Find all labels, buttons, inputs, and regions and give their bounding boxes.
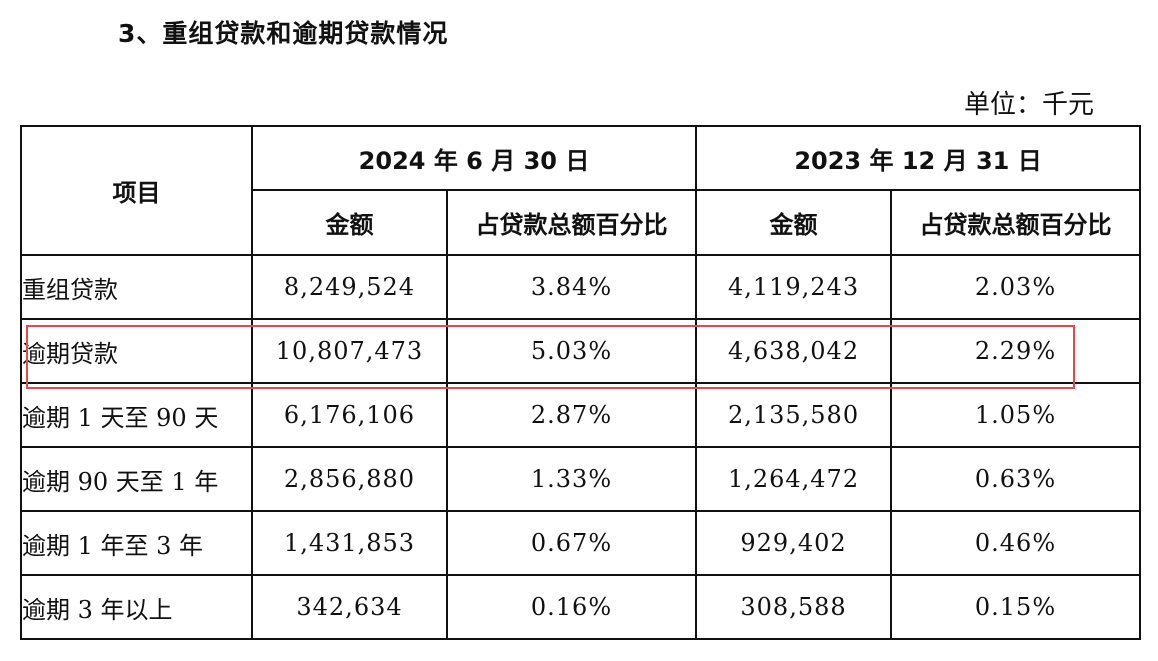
table-row: 逾期 90 天至 1 年 2,856,880 1.33% 1,264,472 0… <box>20 446 1142 512</box>
percent-header-2024: 占贷款总额百分比 <box>445 189 698 256</box>
loan-table: 项目 2024 年 6 月 30 日 2023 年 12 月 31 日 金额 占… <box>20 125 1142 640</box>
header-row-columns: 金额 占贷款总额百分比 金额 占贷款总额百分比 <box>21 189 1142 256</box>
amount-2024: 2,856,880 <box>251 446 448 512</box>
table-row: 逾期 1 天至 90 天 6,176,106 2.87% 2,135,580 1… <box>20 382 1142 448</box>
amount-2024: 8,249,524 <box>251 254 448 320</box>
percent-2024: 0.16% <box>445 574 698 640</box>
header-row-periods: 项目 2024 年 6 月 30 日 2023 年 12 月 31 日 <box>20 125 1142 256</box>
percent-2023: 2.29% <box>890 318 1142 384</box>
percent-2023: 0.15% <box>890 574 1142 640</box>
amount-2023: 929,402 <box>695 510 893 576</box>
amount-2023: 4,119,243 <box>695 254 893 320</box>
section-title: 3、重组贷款和逾期贷款情况 <box>118 19 449 48</box>
row-item: 重组贷款 <box>20 254 253 320</box>
table-row: 逾期 3 年以上 342,634 0.16% 308,588 0.15% <box>20 574 1142 640</box>
item-header: 项目 <box>20 125 253 256</box>
percent-2023: 0.46% <box>890 510 1142 576</box>
percent-2024: 1.33% <box>445 446 698 512</box>
amount-2023: 4,638,042 <box>695 318 893 384</box>
table-row: 逾期 1 年至 3 年 1,431,853 0.67% 929,402 0.46… <box>20 510 1142 576</box>
percent-2023: 2.03% <box>890 254 1142 320</box>
period-header-2024: 2024 年 6 月 30 日 <box>250 125 698 191</box>
percent-2024: 5.03% <box>445 318 698 384</box>
unit-note: 单位：千元 <box>963 90 1094 120</box>
row-item: 逾期 1 年至 3 年 <box>20 510 253 576</box>
row-item: 逾期 1 天至 90 天 <box>20 382 253 448</box>
row-item: 逾期贷款 <box>20 318 253 384</box>
percent-header-2023: 占贷款总额百分比 <box>890 189 1142 256</box>
amount-2023: 1,264,472 <box>695 446 893 512</box>
table-row: 逾期贷款 10,807,473 5.03% 4,638,042 2.29% <box>20 318 1142 384</box>
amount-header-2023: 金额 <box>695 189 893 256</box>
period-header-2023: 2023 年 12 月 31 日 <box>695 125 1142 191</box>
table-row: 重组贷款 8,249,524 3.84% 4,119,243 2.03% <box>20 254 1142 320</box>
row-item: 逾期 90 天至 1 年 <box>20 446 253 512</box>
amount-2024: 342,634 <box>251 574 448 640</box>
percent-2023: 0.63% <box>890 446 1142 512</box>
amount-2024: 10,807,473 <box>251 318 448 384</box>
percent-2024: 3.84% <box>445 254 698 320</box>
percent-2024: 0.67% <box>445 510 698 576</box>
amount-2024: 1,431,853 <box>251 510 448 576</box>
amount-2023: 2,135,580 <box>695 382 893 448</box>
percent-2024: 2.87% <box>445 382 698 448</box>
amount-2024: 6,176,106 <box>251 382 448 448</box>
percent-2023: 1.05% <box>890 382 1142 448</box>
amount-2023: 308,588 <box>695 574 893 640</box>
row-item: 逾期 3 年以上 <box>20 574 253 640</box>
amount-header-2024: 金额 <box>251 189 448 256</box>
